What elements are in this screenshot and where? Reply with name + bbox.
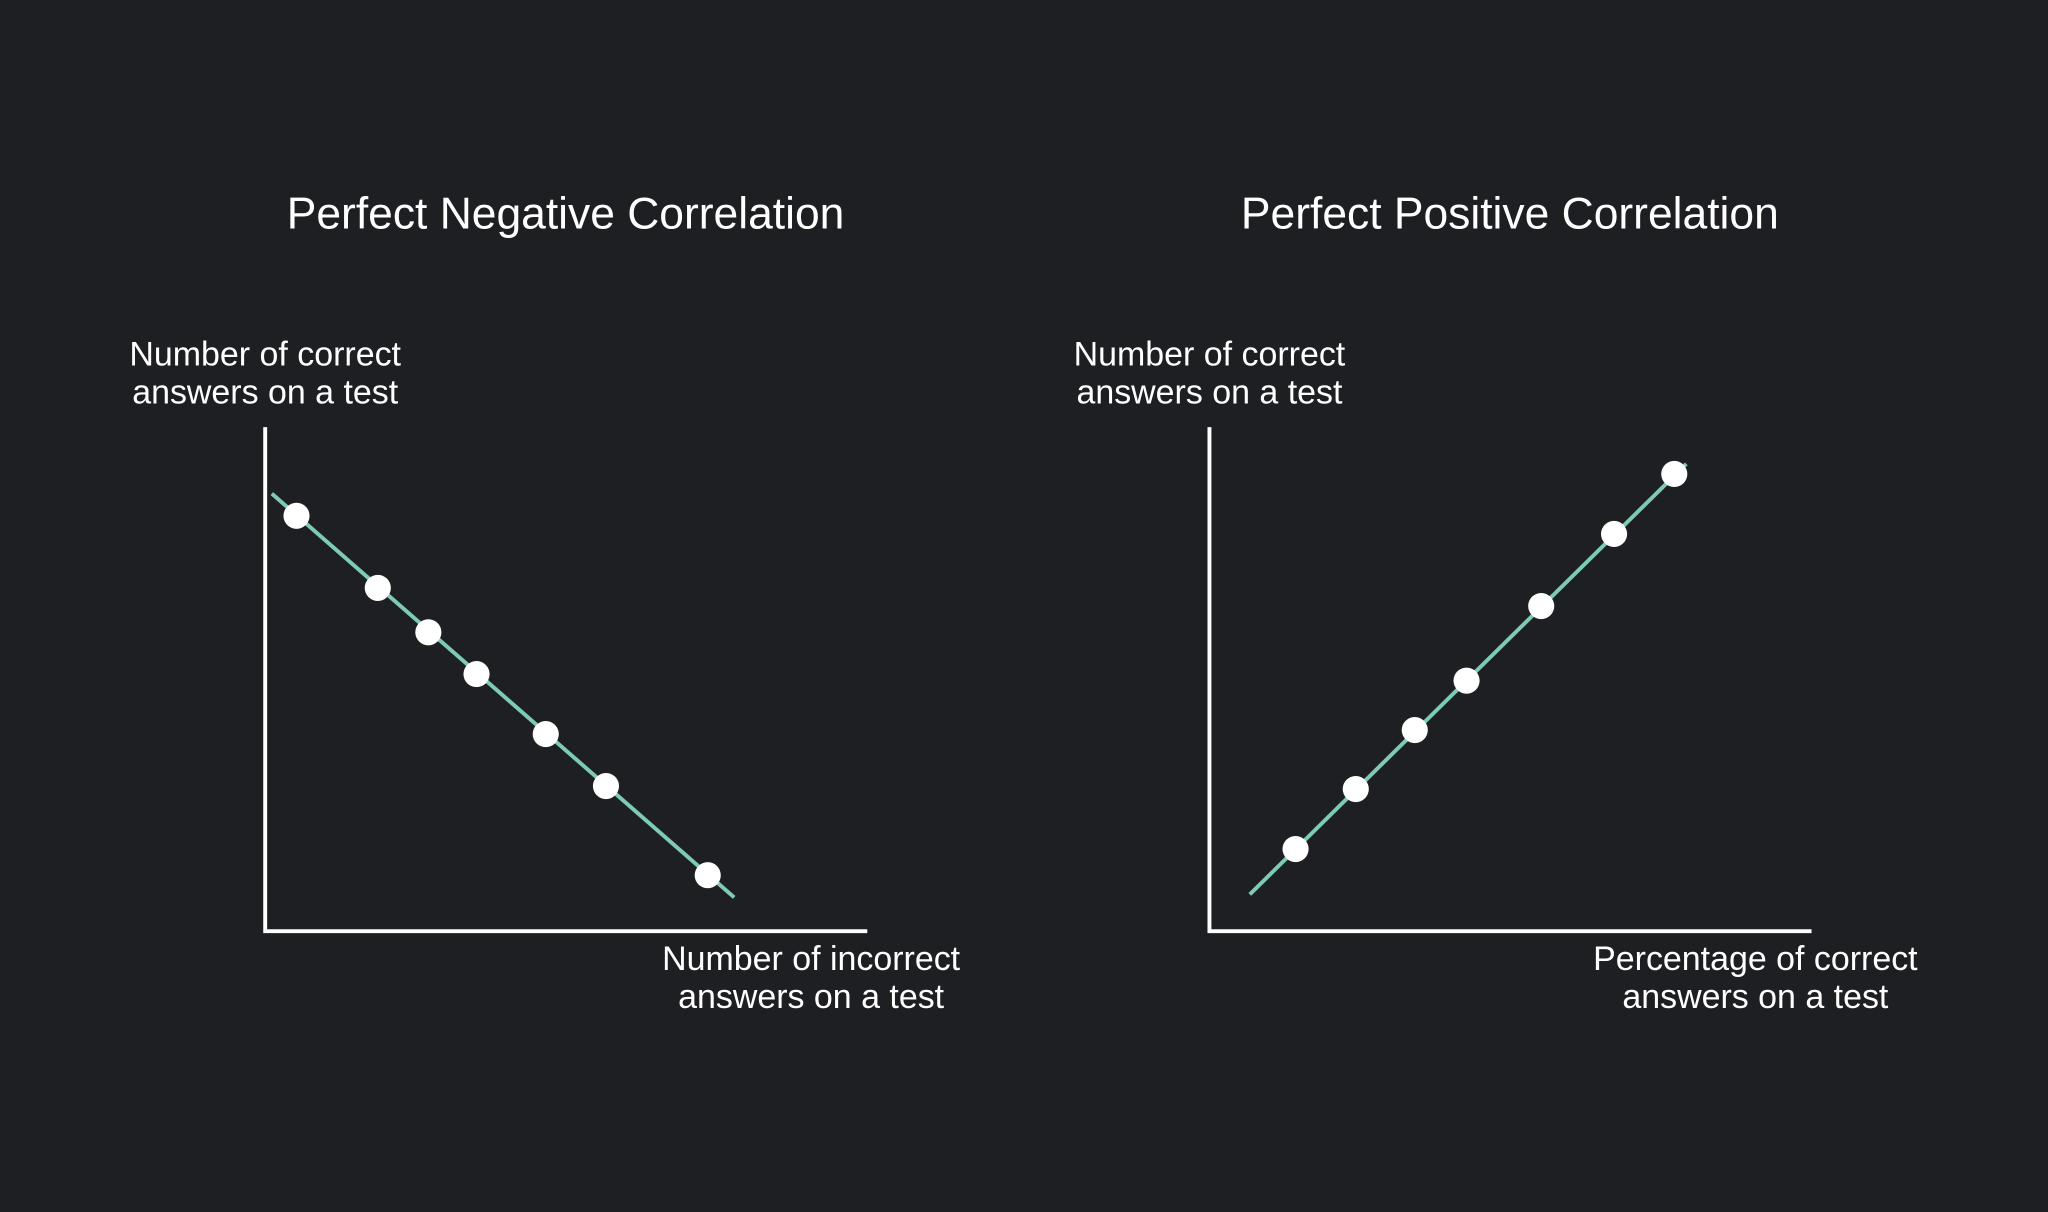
chart-title: Perfect Positive Correlation (1241, 190, 1779, 239)
data-point (592, 772, 620, 800)
data-point (1661, 460, 1688, 488)
x-axis-label: answers on a test (1622, 978, 1889, 1016)
data-point (283, 502, 310, 529)
data-point (1282, 835, 1309, 863)
axes (263, 427, 868, 934)
x-axis-label: answers on a test (678, 978, 945, 1016)
data-point (694, 862, 721, 889)
data-point (415, 619, 442, 646)
data-point (1453, 667, 1480, 694)
data-point (1342, 775, 1369, 803)
data-point (532, 721, 559, 748)
y-axis-label: answers on a test (1076, 373, 1343, 411)
trend-line (270, 492, 736, 899)
y-axis-label: Number of correct (1074, 336, 1346, 374)
data-point (364, 574, 391, 601)
y-axis-label: Number of correct (129, 336, 401, 374)
y-axis-label: answers on a test (132, 373, 399, 411)
data-point (1600, 520, 1628, 548)
data-point (463, 661, 490, 688)
x-axis-label: Percentage of correct (1593, 940, 1918, 978)
chart-title: Perfect Negative Correlation (287, 190, 845, 239)
axes (1207, 427, 1812, 934)
data-point (1528, 592, 1555, 620)
data-point (1401, 716, 1428, 744)
x-axis-label: Number of incorrect (662, 940, 961, 978)
